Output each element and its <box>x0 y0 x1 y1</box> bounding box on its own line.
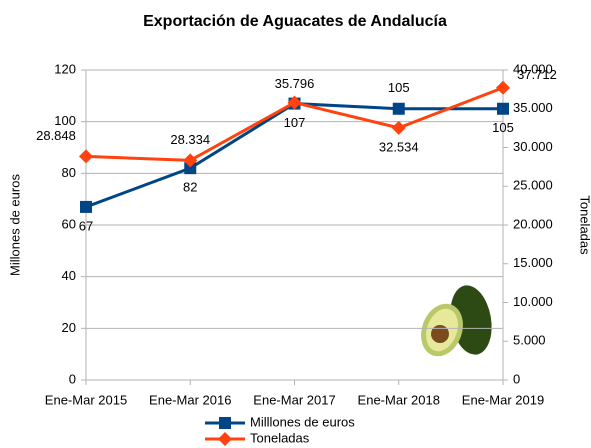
marker <box>496 81 510 95</box>
y-tick-label: 0 <box>69 371 76 386</box>
y2-axis-title: Toneladas <box>578 195 591 255</box>
marker <box>79 149 93 163</box>
data-label: 105 <box>388 80 410 95</box>
y2-tick-label: 15.000 <box>513 255 553 270</box>
data-label: 35.796 <box>275 76 315 91</box>
marker <box>218 432 232 446</box>
x-tick-label: Ene-Mar 2019 <box>462 392 544 407</box>
chart: Exportación de Aguacates de Andalucía Mi… <box>0 0 591 448</box>
y2-tick-label: 30.000 <box>513 139 553 154</box>
x-tick-label: Ene-Mar 2017 <box>253 392 335 407</box>
legend-label: Milllones de euros <box>250 414 355 429</box>
marker <box>497 103 509 115</box>
y-tick-label: 40 <box>62 268 76 283</box>
data-label: 107 <box>284 115 306 130</box>
marker <box>393 103 405 115</box>
data-label: 82 <box>183 180 197 195</box>
data-label: 37.712 <box>517 67 557 82</box>
y-tick-label: 100 <box>54 113 76 128</box>
y-tick-label: 120 <box>54 61 76 76</box>
y2-tick-label: 25.000 <box>513 178 553 193</box>
marker <box>219 417 231 429</box>
avocado-image <box>414 282 497 362</box>
x-tick-label: Ene-Mar 2015 <box>45 392 127 407</box>
x-tick-label: Ene-Mar 2016 <box>149 392 231 407</box>
y2-tick-label: 10.000 <box>513 294 553 309</box>
y-tick-label: 60 <box>62 216 76 231</box>
marker <box>392 121 406 135</box>
y2-tick-label: 35.000 <box>513 100 553 115</box>
y2-tick-label: 20.000 <box>513 216 553 231</box>
x-tick-label: Ene-Mar 2018 <box>358 392 440 407</box>
y2-tick-label: 5.000 <box>513 333 546 348</box>
y2-tick-label: 0 <box>513 371 520 386</box>
y-tick-label: 20 <box>62 320 76 335</box>
chart-title: Exportación de Aguacates de Andalucía <box>143 13 447 30</box>
data-label: 28.334 <box>170 132 210 147</box>
y-axis-title: Millones de euros <box>7 174 22 276</box>
legend-label: Toneladas <box>250 430 310 445</box>
marker <box>80 201 92 213</box>
y-tick-label: 80 <box>62 165 76 180</box>
data-label: 32.534 <box>379 139 419 154</box>
data-label: 105 <box>492 120 514 135</box>
data-label: 67 <box>79 218 93 233</box>
data-label: 28.848 <box>36 128 76 143</box>
